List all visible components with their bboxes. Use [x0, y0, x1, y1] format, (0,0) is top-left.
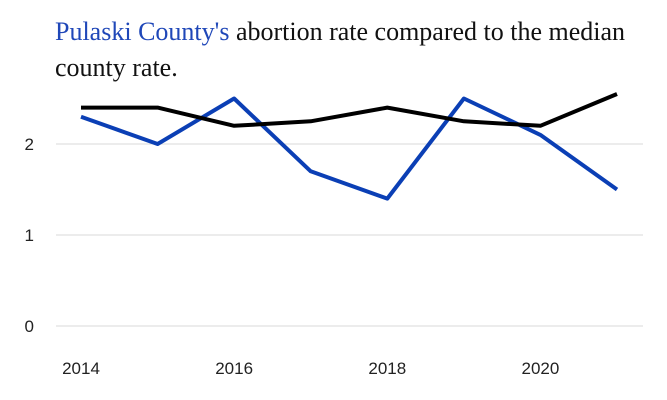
y-tick-label: 2: [25, 135, 34, 154]
chart-title: Pulaski County's abortion rate compared …: [55, 14, 655, 86]
y-axis-ticks: 0 1 2: [25, 135, 34, 336]
series-lines: [80, 92, 619, 201]
x-tick-label: 2020: [522, 359, 560, 378]
county-rate-line: [80, 96, 619, 201]
median-rate-line: [81, 92, 618, 128]
x-tick-label: 2018: [368, 359, 406, 378]
y-tick-label: 1: [25, 226, 34, 245]
title-rest: abortion rate compared to the median cou…: [55, 17, 626, 82]
gridlines: [56, 143, 643, 327]
title-county-name: Pulaski County's: [55, 17, 230, 46]
x-axis-ticks: 2014 2016 2018 2020: [62, 359, 559, 378]
x-tick-label: 2016: [215, 359, 253, 378]
y-tick-label: 0: [25, 317, 34, 336]
x-tick-label: 2014: [62, 359, 100, 378]
